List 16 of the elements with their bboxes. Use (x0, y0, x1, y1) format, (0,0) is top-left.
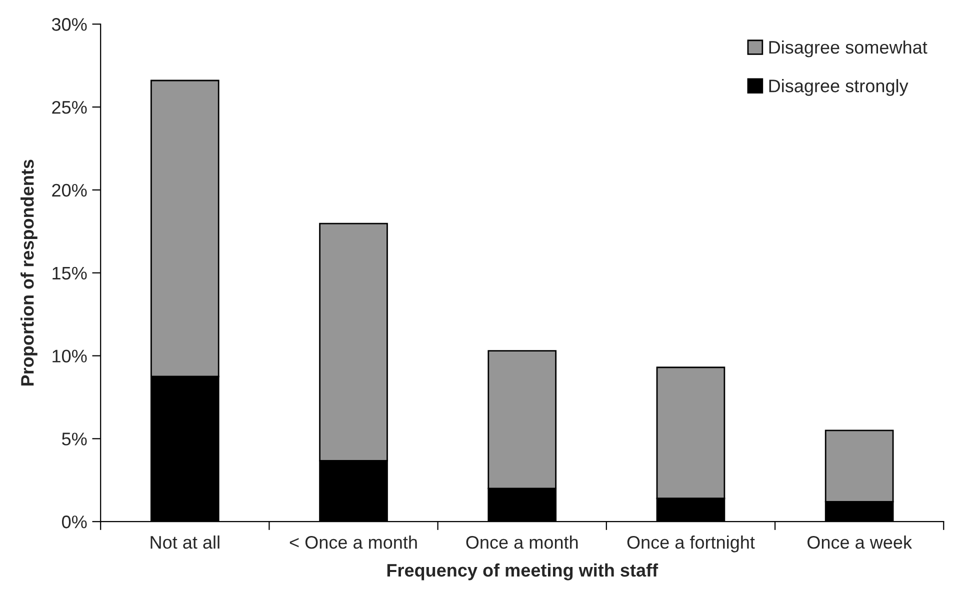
y-tick-label: 10% (52, 350, 87, 362)
y-tick-label: 20% (52, 184, 87, 197)
y-tick-label: 30% (52, 18, 87, 31)
x-tick-label: < Once a month (290, 535, 417, 549)
y-tick-label: 25% (52, 100, 87, 114)
x-tick-label: Not at all (150, 535, 220, 549)
legend-label: Disagree strongly (769, 79, 908, 96)
x-tick-label: Once a fortnight (627, 535, 755, 552)
y-axis-title: Proportion of respondents (20, 160, 38, 386)
y-tick-label: 15% (52, 266, 87, 280)
x-tick-label: Once a week (807, 535, 912, 549)
x-tick-label: Once a month (466, 535, 578, 549)
y-tick-label: 5% (62, 432, 87, 446)
x-axis-title: Frequency of meeting with staff (387, 563, 658, 580)
legend-label: Disagree somewhat (769, 40, 928, 58)
y-tick-label: 0% (62, 516, 87, 528)
